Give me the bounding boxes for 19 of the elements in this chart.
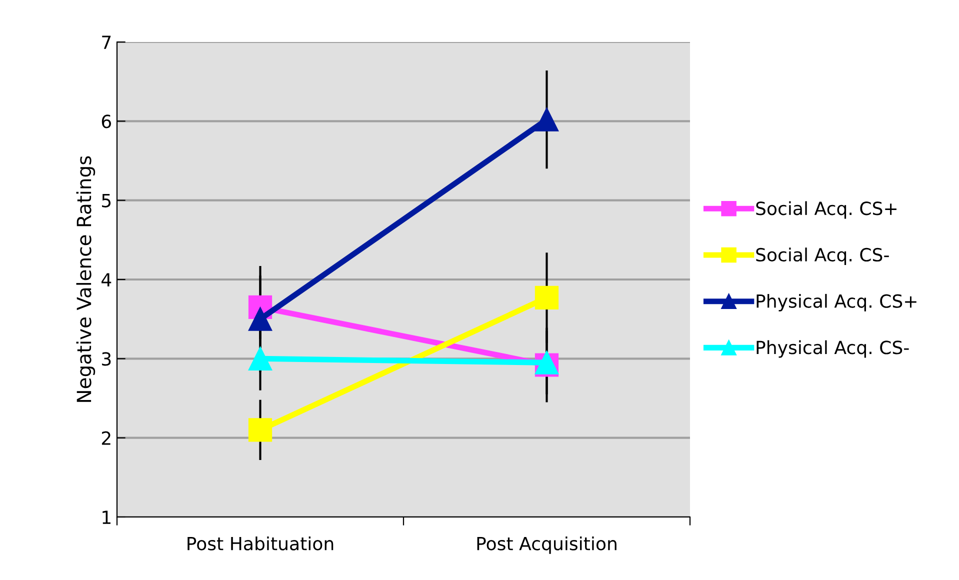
y-tick-label: 5 bbox=[102, 194, 111, 208]
y-tick-label: 7 bbox=[102, 36, 111, 49]
y-tick-label: 4 bbox=[102, 273, 112, 286]
legend-label: Physical Acq. CS- bbox=[756, 340, 909, 358]
y-tick-label: 3 bbox=[102, 352, 111, 366]
legend-label: Physical Acq. CS+ bbox=[756, 294, 916, 312]
point bbox=[248, 307, 272, 331]
point bbox=[534, 286, 559, 310]
point bbox=[248, 346, 272, 370]
y-axis-title: Negative Valence Ratings bbox=[76, 156, 96, 402]
x-tick-label: Post Habituation bbox=[188, 536, 334, 550]
point bbox=[534, 108, 559, 132]
legend-label: Social Acq. CS- bbox=[756, 248, 889, 266]
y-tick-label: 1 bbox=[102, 510, 110, 524]
point bbox=[248, 418, 272, 442]
y-tick-label: 6 bbox=[102, 114, 111, 128]
legend-label: Social Acq. CS+ bbox=[756, 201, 896, 219]
y-tick-label: 2 bbox=[102, 431, 110, 445]
x-tick-label: Post Acquisition bbox=[477, 536, 616, 554]
